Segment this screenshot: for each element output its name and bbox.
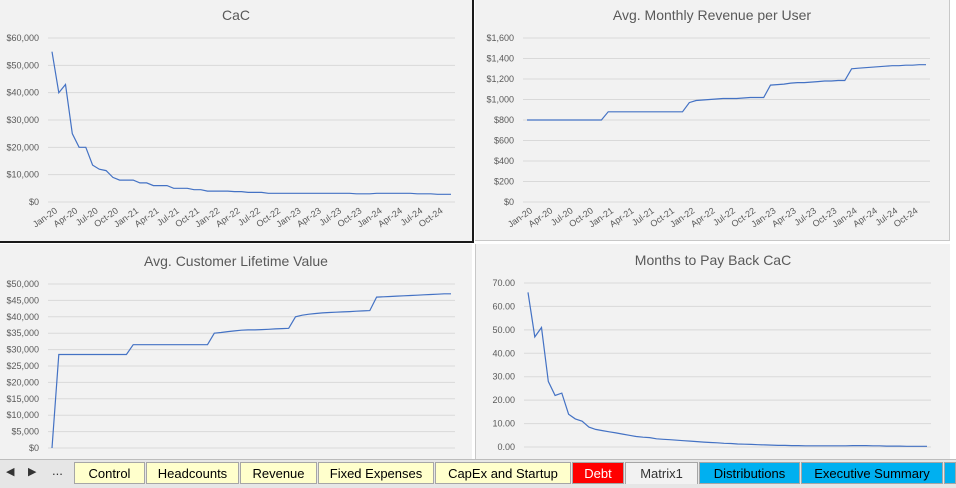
chart-avg-customer-lifetime-value[interactable]: Avg. Customer Lifetime Value $0 $5,000 $10,…: [0, 244, 472, 459]
chart-months-to-pay-back[interactable]: Months to Pay Back CaC 0.00 10.00 20.00 30.0…: [475, 244, 950, 459]
y-tick-label: $200: [494, 177, 514, 187]
y-tick-label: $40,000: [6, 88, 39, 98]
tab-revenue[interactable]: Revenue: [240, 462, 317, 484]
y-tick-label: $35,000: [6, 328, 39, 338]
tab-matrix1[interactable]: Matrix1: [625, 462, 698, 484]
payback-chart-svg: Months to Pay Back CaC 0.00 10.00 20.00 30.0…: [492, 252, 931, 452]
chart-avg-monthly-revenue[interactable]: Avg. Monthly Revenue per User $0 $200 $400 $…: [475, 0, 950, 241]
chart-title: Avg. Monthly Revenue per User: [613, 7, 812, 23]
tab-executive-summary[interactable]: Executive Summary: [801, 462, 943, 484]
cac-chart-svg: CaC $0 $10,000 $20,000 $30,000 $40,000 $50,000…: [6, 7, 455, 229]
series-line: [527, 292, 927, 447]
y-tick-label: 70.00: [492, 278, 515, 288]
y-tick-label: $600: [494, 136, 514, 146]
tab-debt[interactable]: Debt: [572, 462, 624, 484]
y-tick-label: 0.00: [497, 442, 515, 452]
clv-chart-svg: Avg. Customer Lifetime Value $0 $5,000 $10,…: [6, 253, 455, 453]
y-tick-label: $0: [29, 197, 39, 207]
y-tick-label: $1,600: [486, 33, 514, 43]
y-tick-label: $40,000: [6, 312, 39, 322]
tab-more-button[interactable]: ...: [52, 463, 63, 478]
series-line: [51, 51, 451, 195]
y-tick-label: 20.00: [492, 395, 515, 405]
y-tick-label: $400: [494, 156, 514, 166]
tab-control[interactable]: Control: [74, 462, 145, 484]
arpu-chart-svg: Avg. Monthly Revenue per User $0 $200 $400 $…: [486, 7, 930, 229]
y-tick-label: 50.00: [492, 325, 515, 335]
y-tick-label: $0: [504, 197, 514, 207]
y-tick-label: $5,000: [11, 427, 39, 437]
y-tick-label: $30,000: [6, 345, 39, 355]
tab-fixed-expenses[interactable]: Fixed Expenses: [318, 462, 434, 484]
series-line: [51, 293, 451, 449]
y-tick-label: $10,000: [6, 410, 39, 420]
tab-scroll-left-icon[interactable]: ◀: [6, 466, 15, 478]
y-tick-label: $800: [494, 115, 514, 125]
y-tick-label: $25,000: [6, 361, 39, 371]
y-tick-label: $1,400: [486, 54, 514, 64]
y-tick-label: 60.00: [492, 301, 515, 311]
y-tick-label: $0: [29, 443, 39, 453]
tab-headcounts[interactable]: Headcounts: [146, 462, 239, 484]
series-line: [527, 64, 926, 121]
y-tick-label: $20,000: [6, 142, 39, 152]
chart-title: Months to Pay Back CaC: [635, 252, 791, 268]
chart-title: Avg. Customer Lifetime Value: [144, 253, 328, 269]
y-tick-label: $1,000: [486, 95, 514, 105]
tab-overflow[interactable]: [944, 462, 956, 484]
y-tick-label: 30.00: [492, 372, 515, 382]
y-tick-label: $30,000: [6, 115, 39, 125]
chart-cac[interactable]: CaC $0 $10,000 $20,000 $30,000 $40,000 $50,000…: [0, 0, 474, 243]
y-tick-label: $1,200: [486, 74, 514, 84]
y-tick-label: $60,000: [6, 33, 39, 43]
y-tick-label: $15,000: [6, 394, 39, 404]
y-tick-label: 40.00: [492, 348, 515, 358]
y-tick-label: $50,000: [6, 60, 39, 70]
chart-title: CaC: [222, 7, 250, 23]
sheet-tab-bar: ◀ ▶ ... Control Headcounts Revenue Fixed…: [0, 459, 956, 488]
y-tick-label: $50,000: [6, 279, 39, 289]
tab-capex-and-startup[interactable]: CapEx and Startup: [435, 462, 571, 484]
tab-scroll-right-icon[interactable]: ▶: [28, 466, 37, 478]
y-tick-label: $20,000: [6, 377, 39, 387]
y-tick-label: $45,000: [6, 295, 39, 305]
tab-distributions[interactable]: Distributions: [699, 462, 800, 484]
y-tick-label: 10.00: [492, 419, 515, 429]
y-tick-label: $10,000: [6, 170, 39, 180]
